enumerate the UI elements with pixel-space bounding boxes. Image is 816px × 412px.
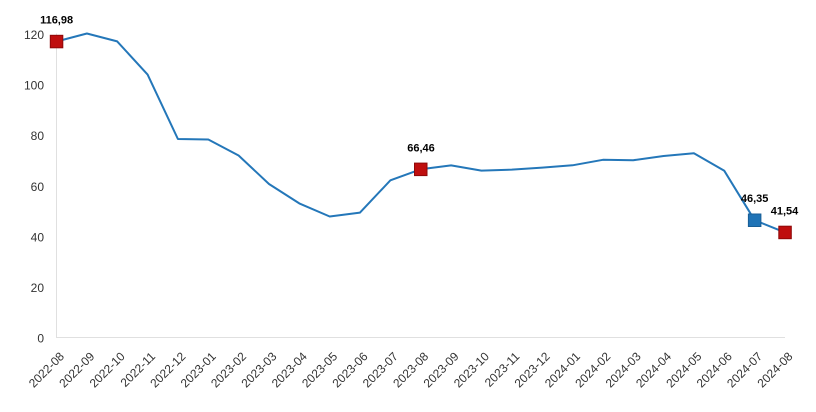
svg-text:20: 20 [31,281,45,295]
svg-text:40: 40 [31,230,45,244]
svg-text:100: 100 [24,79,44,93]
svg-text:60: 60 [31,180,45,194]
svg-text:80: 80 [31,129,45,143]
svg-text:120: 120 [24,28,44,42]
svg-text:116,98: 116,98 [40,14,73,26]
svg-text:46,35: 46,35 [741,193,769,205]
svg-text:66,46: 66,46 [407,143,435,155]
svg-text:0: 0 [37,332,44,346]
svg-text:41,54: 41,54 [771,206,799,218]
